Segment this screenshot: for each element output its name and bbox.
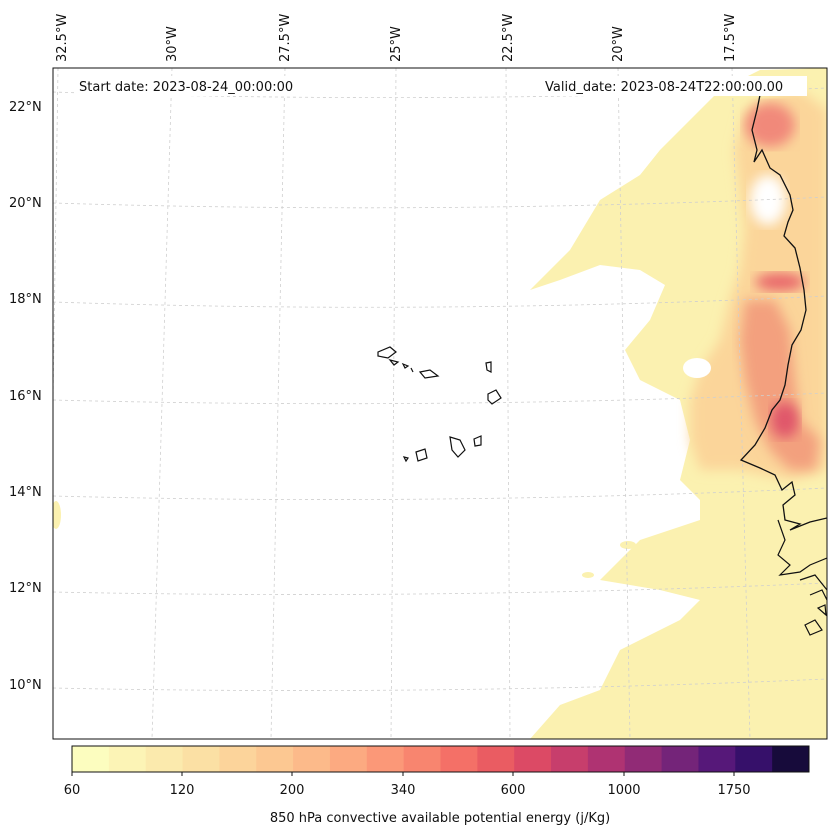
lon-label-30: 30°W bbox=[165, 26, 180, 62]
lat-label-20: 20°N bbox=[9, 196, 42, 211]
colorbar-tick-340: 340 bbox=[391, 783, 416, 798]
colorbar-tick-1750: 1750 bbox=[717, 783, 750, 798]
colorbar-tick-200: 200 bbox=[280, 783, 305, 798]
start-date-annotation: Start date: 2023-08-24_00:00:00 bbox=[74, 76, 312, 96]
colorbar-tick-1000: 1000 bbox=[607, 783, 640, 798]
cape-gap-2 bbox=[750, 175, 786, 225]
lon-label-22-5: 22.5°W bbox=[501, 14, 516, 62]
colorbar-cell bbox=[551, 746, 589, 772]
lat-label-16: 16°N bbox=[9, 389, 42, 404]
lon-label-25: 25°W bbox=[389, 26, 404, 62]
colorbar-title: 850 hPa convective available potential e… bbox=[270, 811, 610, 826]
lon-label-27-5: 27.5°W bbox=[278, 14, 293, 62]
colorbar-cell bbox=[72, 746, 110, 772]
colorbar-cell bbox=[440, 746, 478, 772]
colorbar-cell bbox=[624, 746, 663, 772]
cape-blob-3 bbox=[53, 501, 61, 529]
cape-region-high bbox=[740, 300, 820, 470]
colorbar-cell bbox=[514, 746, 552, 772]
colorbar-cell bbox=[477, 746, 515, 772]
lat-label-12: 12°N bbox=[9, 581, 42, 596]
colorbar-cell bbox=[145, 746, 184, 772]
colorbar-cell bbox=[366, 746, 405, 772]
colorbar-tick-60: 60 bbox=[64, 783, 81, 798]
map-frame bbox=[52, 67, 828, 740]
colorbar-tick-600: 600 bbox=[501, 783, 526, 798]
colorbar-cell bbox=[293, 746, 331, 772]
cape-blob-1 bbox=[620, 541, 636, 549]
colorbar-cell bbox=[735, 746, 773, 772]
cape-core-south bbox=[771, 402, 799, 438]
colorbar-tick-120: 120 bbox=[170, 783, 195, 798]
cape-gap-1 bbox=[683, 358, 711, 378]
colorbar-cell bbox=[403, 746, 441, 772]
start-date-text: Start date: 2023-08-24_00:00:00 bbox=[79, 80, 293, 95]
colorbar-cell bbox=[698, 746, 736, 772]
colorbar: 60 120 200 340 600 1000 1750 850 hPa con… bbox=[64, 745, 810, 826]
lon-label-17-5: 17.5°W bbox=[723, 14, 738, 62]
colorbar-cell bbox=[256, 746, 294, 772]
cape-field bbox=[53, 68, 827, 739]
lon-label-20: 20°W bbox=[611, 26, 626, 62]
valid-date-text: Valid_date: 2023-08-24T22:00:00.00 bbox=[545, 80, 783, 95]
colorbar-cell bbox=[772, 746, 810, 772]
colorbar-ticks bbox=[71, 772, 735, 776]
coastline-guinea bbox=[777, 519, 827, 636]
lat-label-22: 22°N bbox=[9, 100, 42, 115]
lat-label-14: 14°N bbox=[9, 485, 42, 500]
colorbar-cell bbox=[219, 746, 257, 772]
colorbar-cell bbox=[182, 746, 220, 772]
colorbar-cell bbox=[329, 746, 368, 772]
cape-blob-2 bbox=[582, 572, 594, 578]
colorbar-cells bbox=[72, 746, 810, 772]
lat-label-10: 10°N bbox=[9, 678, 42, 693]
lon-label-32-5: 32.5°W bbox=[55, 14, 70, 62]
colorbar-cell bbox=[587, 746, 626, 772]
cape-core-north bbox=[745, 103, 795, 147]
longitude-labels: 32.5°W 30°W 27.5°W 25°W 22.5°W 20°W 17.5… bbox=[55, 14, 738, 62]
valid-date-annotation: Valid_date: 2023-08-24T22:00:00.00 bbox=[540, 76, 807, 96]
lat-label-18: 18°N bbox=[9, 292, 42, 307]
cape-core-mid bbox=[755, 273, 805, 291]
latitude-labels: 22°N 20°N 18°N 16°N 14°N 12°N 10°N bbox=[9, 100, 42, 693]
cape-verde-islands bbox=[377, 346, 502, 463]
colorbar-cell bbox=[661, 746, 699, 772]
colorbar-frame bbox=[71, 745, 810, 773]
coastline-africa bbox=[739, 94, 827, 531]
colorbar-cell bbox=[108, 746, 147, 772]
